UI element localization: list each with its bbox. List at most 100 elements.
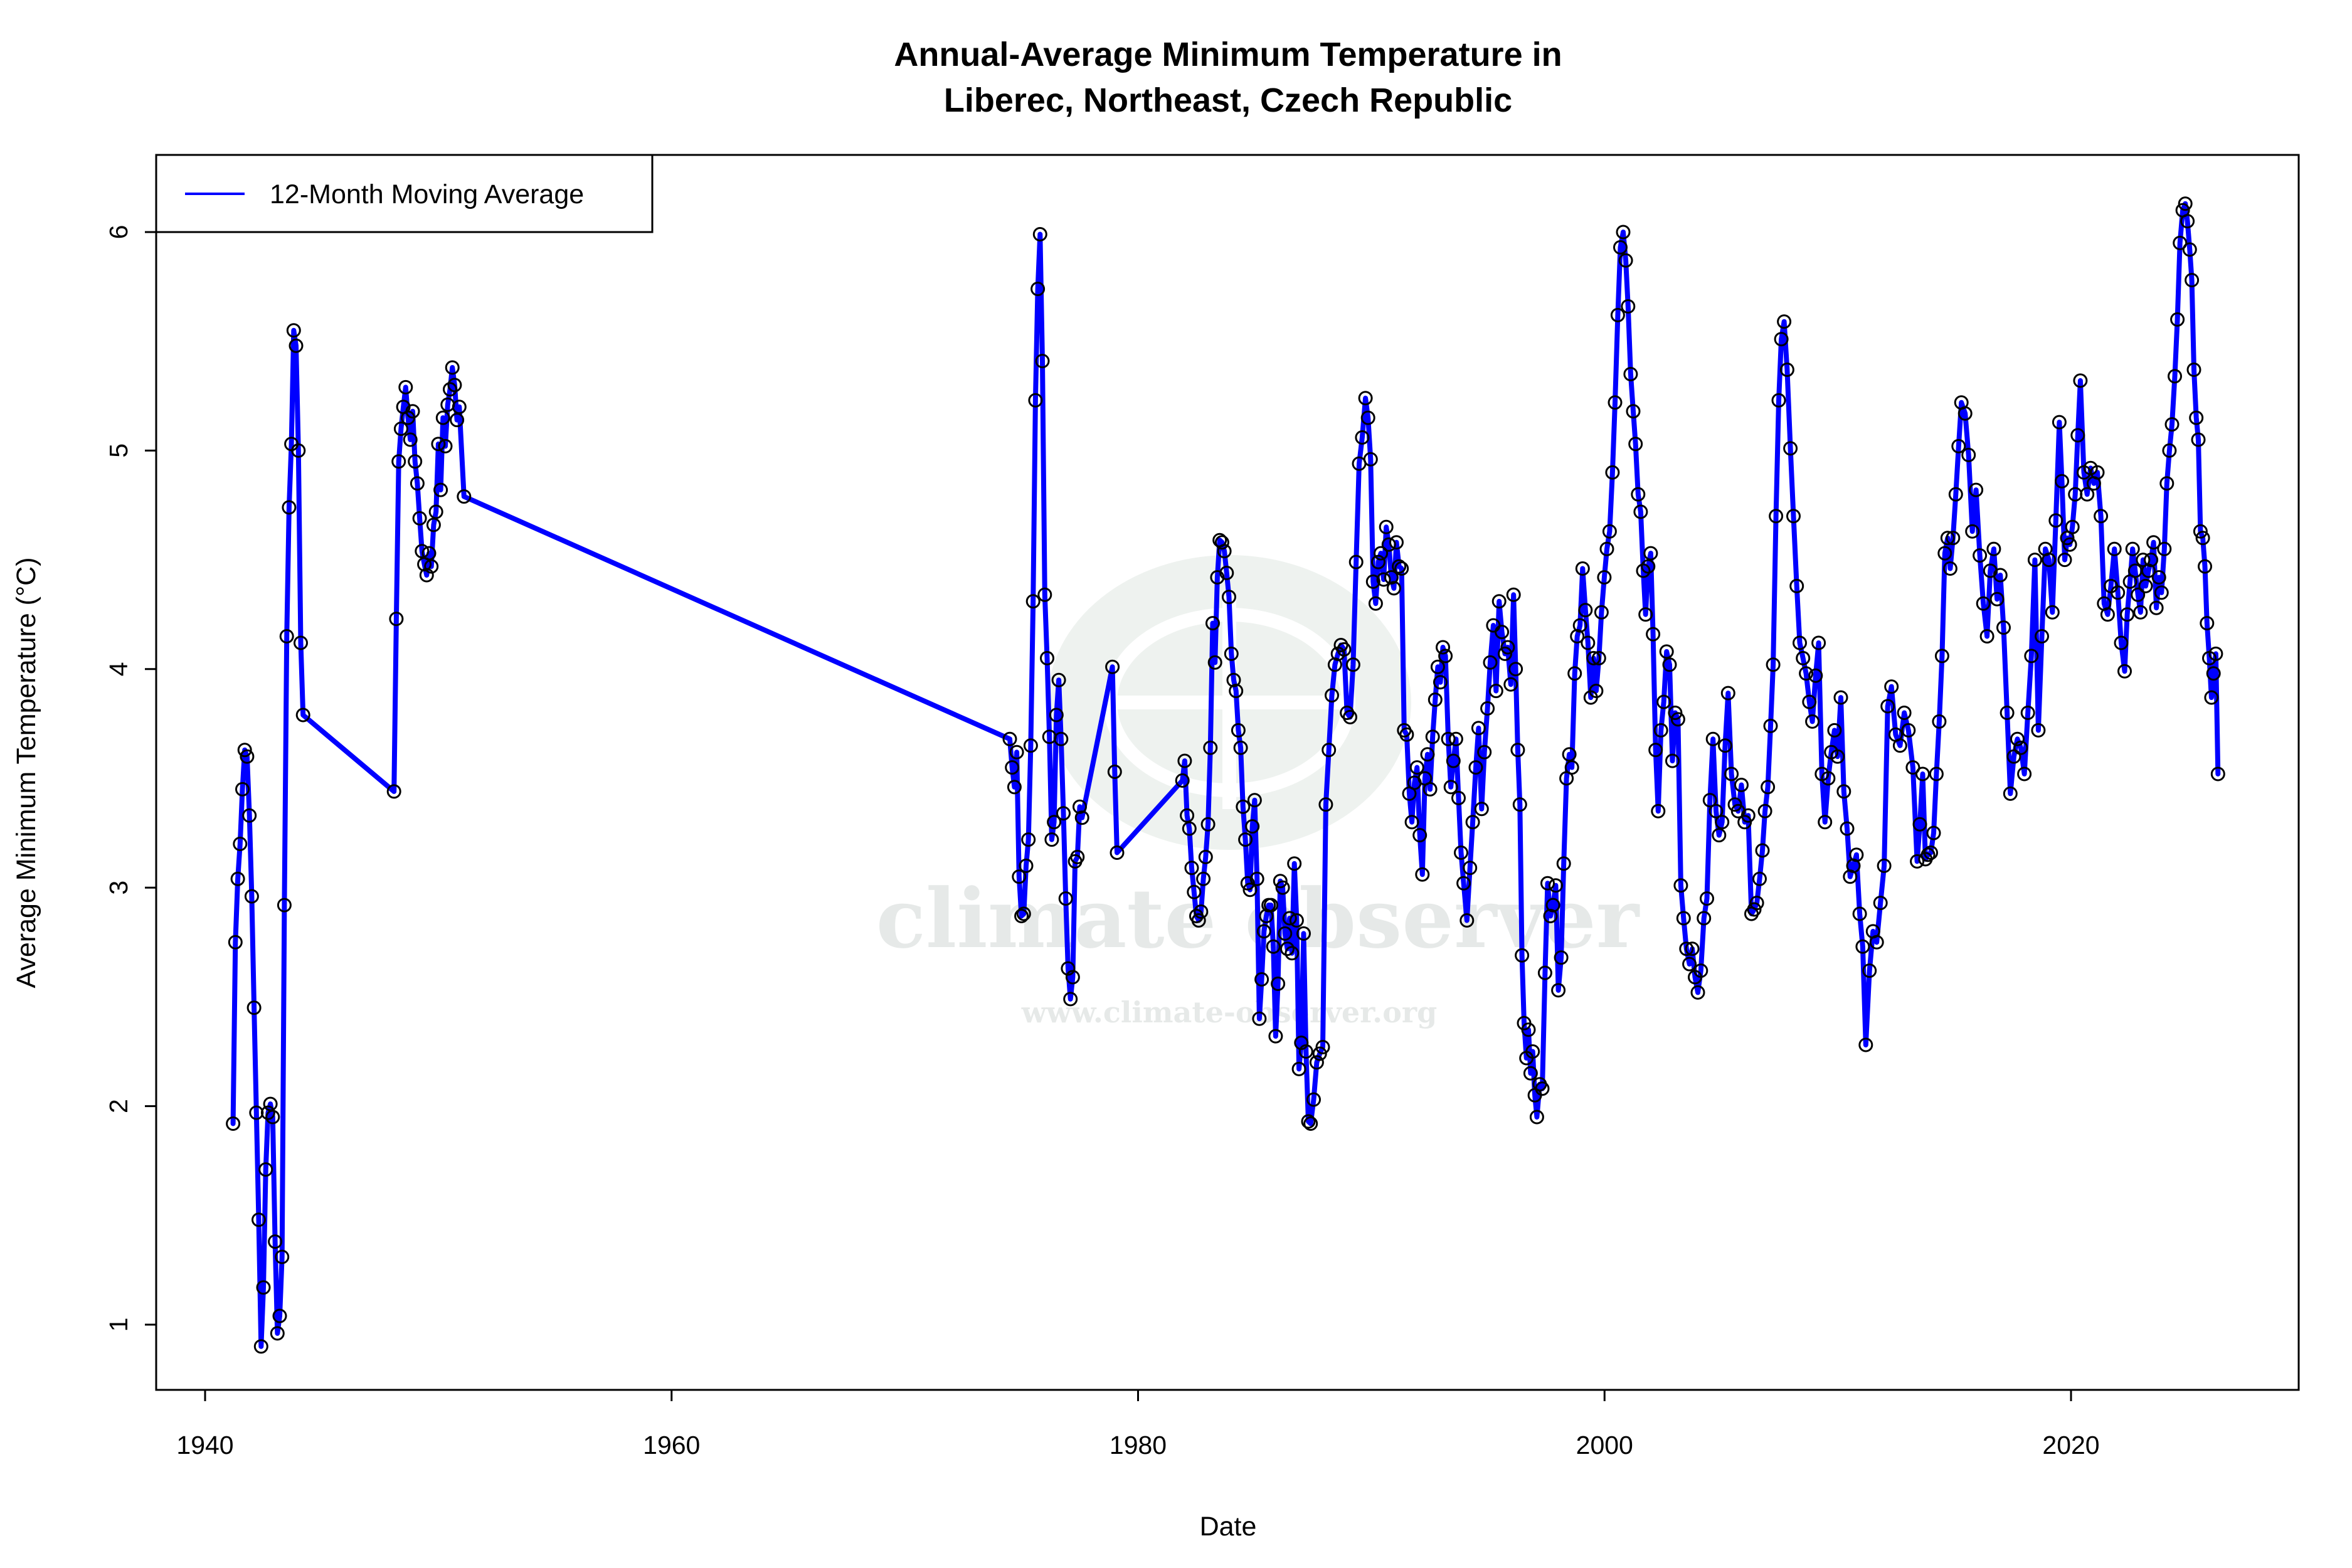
data-point	[1957, 406, 1973, 421]
data-point	[2151, 570, 2166, 585]
watermark-url: www.climate-observer.org	[1021, 995, 1438, 1029]
data-point	[1240, 876, 1255, 891]
data-point	[1543, 909, 1558, 923]
data-point	[1636, 563, 1651, 578]
data-point	[2080, 487, 2095, 502]
data-point	[1399, 727, 1414, 742]
data-point	[1976, 596, 1991, 611]
data-point	[2120, 607, 2135, 622]
data-point	[1621, 299, 1636, 314]
data-point	[1523, 1066, 1538, 1081]
data-point	[2189, 410, 2204, 425]
data-point	[1545, 898, 1560, 913]
data-point	[1616, 225, 1631, 240]
data-point	[1551, 983, 1566, 998]
data-point	[1858, 1037, 1873, 1052]
data-point	[1556, 856, 1571, 871]
data-point	[1345, 657, 1360, 672]
data-point	[2055, 474, 2069, 489]
data-point	[1705, 731, 1720, 746]
data-point	[1862, 963, 1877, 978]
data-point	[1184, 861, 1199, 876]
y-tick-label: 3	[104, 881, 133, 895]
data-point	[1477, 744, 1492, 760]
data-point	[286, 323, 301, 338]
data-point	[2186, 363, 2201, 377]
data-point	[1268, 1029, 1283, 1044]
data-point	[252, 1212, 266, 1227]
data-point	[1433, 675, 1448, 690]
data-point	[1670, 712, 1685, 727]
data-point	[412, 511, 427, 526]
data-point	[2020, 706, 2035, 720]
data-point	[1575, 561, 1590, 576]
data-point	[1989, 591, 2005, 607]
series-12-month-moving-average	[226, 196, 2225, 1354]
data-point	[1441, 731, 1456, 746]
data-point	[1892, 738, 1907, 753]
data-point	[1365, 574, 1380, 589]
data-point	[1685, 941, 1700, 956]
data-point	[2017, 766, 2032, 781]
data-point	[1376, 572, 1391, 587]
data-point	[1025, 594, 1041, 609]
y-tick-label: 5	[104, 443, 133, 458]
data-point	[1287, 856, 1302, 871]
data-point	[1019, 858, 1034, 873]
data-point	[1456, 876, 1471, 891]
data-point	[1554, 950, 1569, 965]
data-point	[403, 432, 418, 447]
x-tick-label: 2000	[1576, 1431, 1633, 1459]
data-point	[253, 1339, 268, 1354]
data-point	[1948, 487, 1963, 502]
data-point	[1463, 861, 1478, 876]
data-point	[2149, 600, 2164, 615]
data-point	[2164, 417, 2180, 432]
data-point	[2111, 585, 2126, 600]
data-point	[1503, 677, 1518, 692]
data-point	[1021, 832, 1036, 847]
data-point	[1833, 690, 1848, 705]
data-point	[1294, 1036, 1309, 1051]
data-point	[1289, 913, 1304, 928]
data-point	[391, 454, 406, 469]
data-point	[2195, 531, 2210, 546]
data-point	[1238, 832, 1253, 847]
data-point	[2070, 428, 2085, 443]
y-axis: 1 2 3 4 5 6	[104, 225, 156, 1332]
data-point	[2048, 513, 2063, 528]
data-point	[1508, 662, 1523, 677]
data-point	[1693, 963, 1708, 978]
data-point	[1278, 926, 1293, 941]
data-point	[1309, 1055, 1324, 1070]
data-point	[419, 568, 434, 583]
data-point	[1940, 531, 1955, 546]
data-point	[408, 454, 423, 469]
data-point	[1428, 692, 1443, 707]
data-point	[2003, 786, 2018, 801]
data-point	[1303, 1116, 1318, 1131]
data-point	[1755, 843, 1770, 858]
data-point	[1480, 701, 1495, 716]
data-point	[1873, 896, 1888, 911]
data-point	[1191, 913, 1206, 928]
x-axis: 1940 1960 1980 2000 2020	[176, 1389, 2100, 1459]
x-axis-label: Date	[1200, 1512, 1257, 1542]
data-point	[1915, 766, 1930, 781]
data-point	[1203, 740, 1218, 755]
data-point	[1763, 718, 1778, 733]
data-point	[2031, 723, 2046, 738]
data-point	[410, 476, 425, 491]
data-point	[1491, 594, 1507, 609]
data-point	[1986, 541, 2001, 556]
data-point	[1662, 657, 1677, 672]
data-point	[433, 482, 448, 497]
data-point	[1107, 765, 1122, 779]
data-point	[1028, 393, 1043, 408]
data-point	[1226, 672, 1241, 687]
data-point	[1471, 721, 1486, 736]
data-point	[1897, 706, 1912, 720]
data-point	[2035, 629, 2049, 644]
data-point	[228, 935, 243, 950]
data-point	[1389, 535, 1404, 550]
